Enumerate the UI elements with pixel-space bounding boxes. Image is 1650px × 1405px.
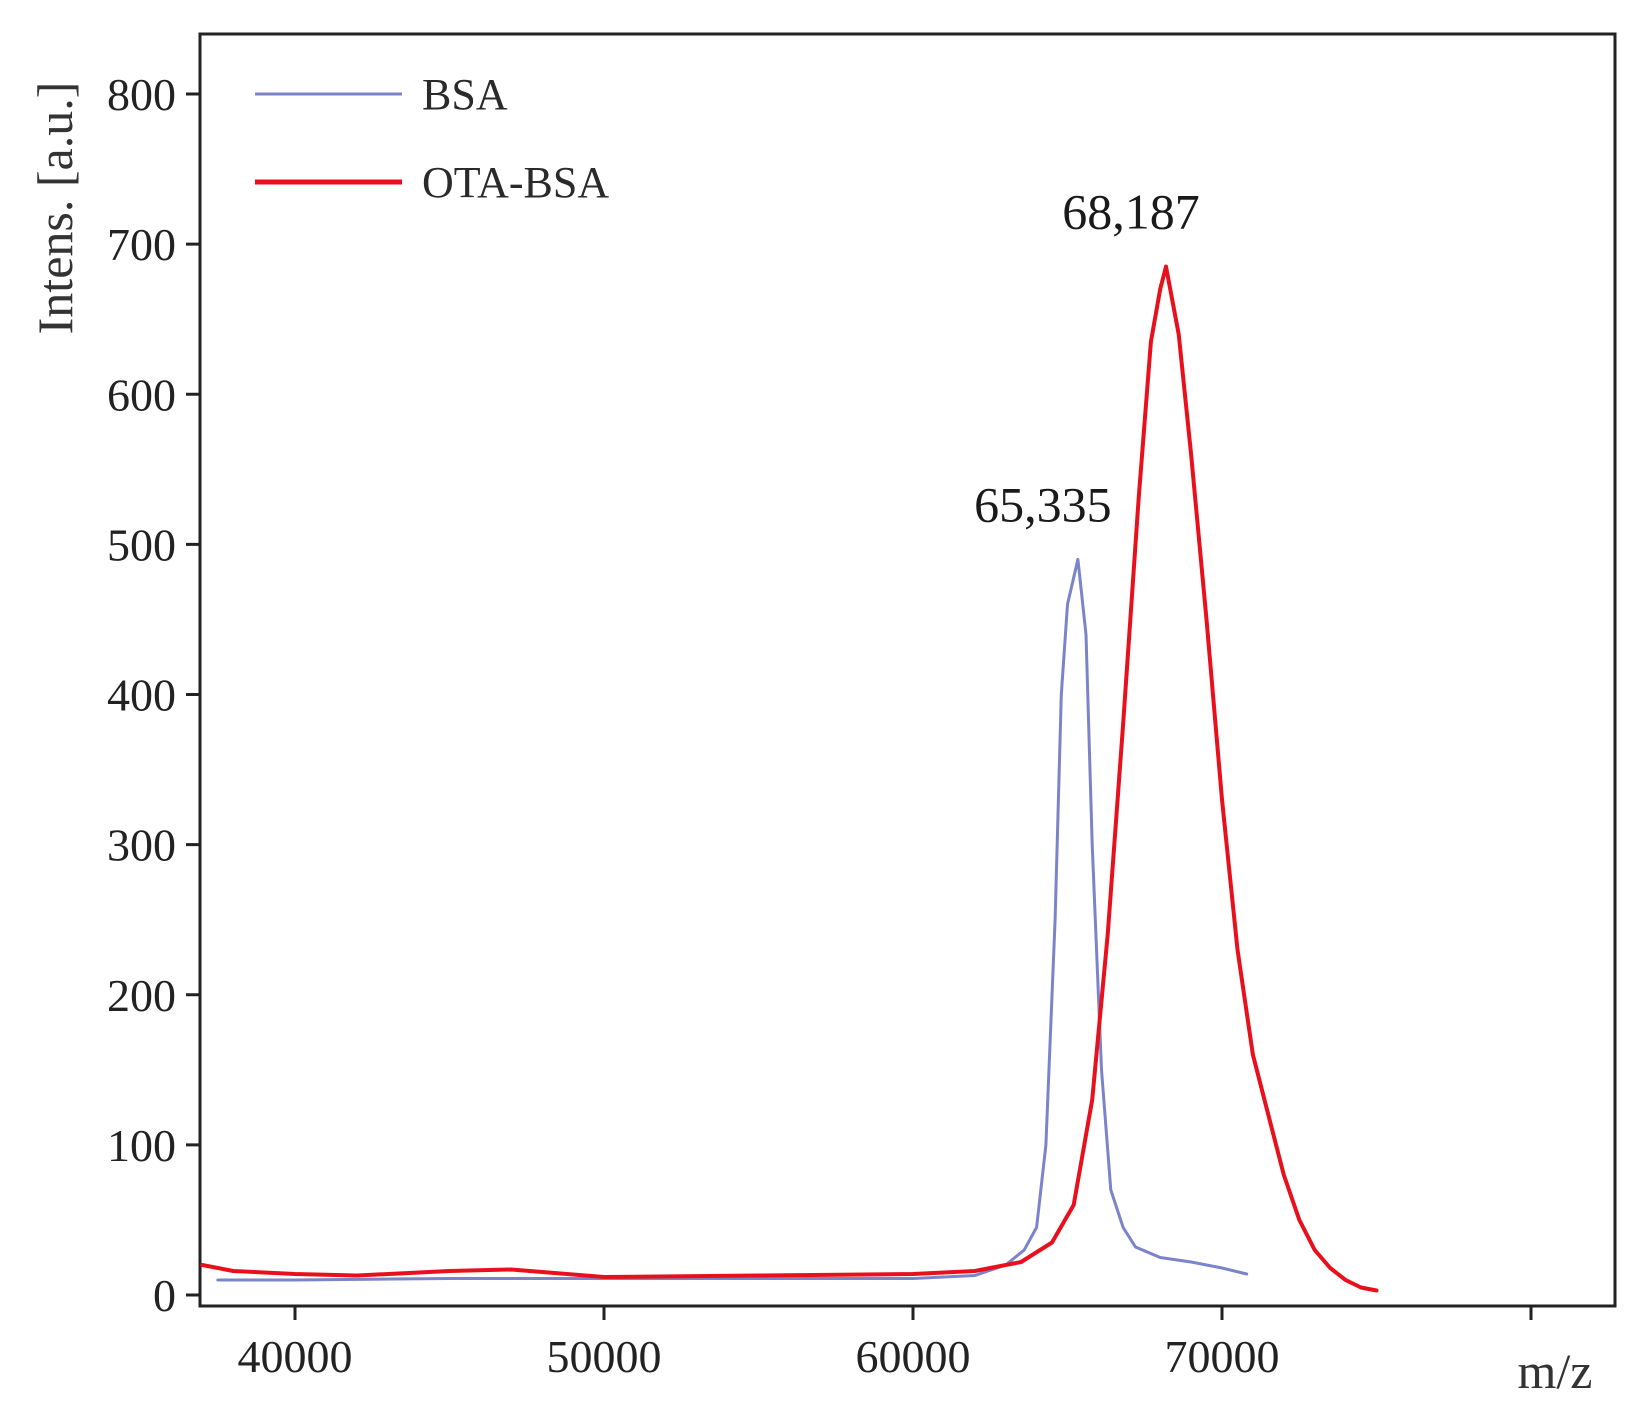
annotation-layer: 65,335 68,187 xyxy=(974,184,1200,533)
peak-annotation: 65,335 xyxy=(974,476,1112,532)
y-tick-label: 500 xyxy=(107,519,176,570)
plot-frame xyxy=(198,32,1617,1308)
legend-label-ota-bsa: OTA-BSA xyxy=(422,158,609,207)
x-axis-title: m/z xyxy=(1518,1343,1593,1399)
x-tick-label: 60000 xyxy=(856,1331,971,1382)
y-axis-title: Intens. [a.u.] xyxy=(27,82,83,335)
y-axis: 0 100 200 300 400 500 600 700 800 xyxy=(107,69,200,1321)
series-line-ota-bsa xyxy=(200,264,1379,1293)
peak-annotation: 68,187 xyxy=(1062,184,1200,240)
series-line-bsa xyxy=(216,557,1249,1282)
x-axis: 40000 50000 60000 70000 xyxy=(238,1306,1533,1382)
y-tick-label: 300 xyxy=(107,820,176,871)
y-tick-label: 0 xyxy=(153,1270,176,1321)
series-layer xyxy=(200,264,1379,1293)
y-tick-label: 600 xyxy=(107,369,176,420)
y-tick-label: 400 xyxy=(107,670,176,721)
x-tick-label: 50000 xyxy=(547,1331,662,1382)
legend-label-bsa: BSA xyxy=(422,70,508,119)
x-tick-label: 40000 xyxy=(238,1331,353,1382)
y-tick-label: 100 xyxy=(107,1120,176,1171)
legend: BSA OTA-BSA xyxy=(255,70,609,207)
y-tick-label: 700 xyxy=(107,219,176,270)
x-tick-label: 70000 xyxy=(1165,1331,1280,1382)
y-tick-label: 200 xyxy=(107,970,176,1021)
y-tick-label: 800 xyxy=(107,69,176,120)
